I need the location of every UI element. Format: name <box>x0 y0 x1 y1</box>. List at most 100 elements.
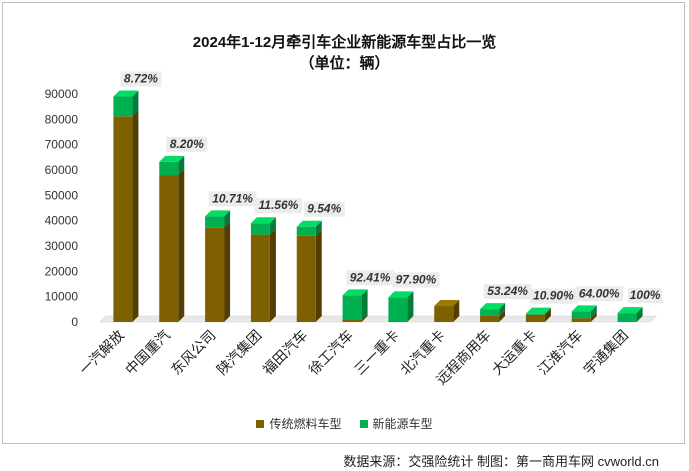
share-label: 8.72% <box>124 72 158 86</box>
share-label: 11.56% <box>259 198 299 212</box>
bar-traditional <box>525 314 545 322</box>
share-label-bg <box>627 288 663 304</box>
bar-side-new-energy <box>544 307 551 315</box>
bar-traditional <box>159 175 179 322</box>
legend-label-traditional: 传统燃料车型 <box>269 417 342 431</box>
bar-traditional <box>434 306 454 322</box>
bar-side-traditional <box>178 169 185 322</box>
bar-side-traditional <box>224 221 231 322</box>
bar-side-new-energy <box>636 307 643 322</box>
bar-traditional <box>388 321 408 322</box>
legend-swatch-traditional <box>256 419 265 428</box>
share-label: 8.20% <box>170 137 204 151</box>
bar-side-traditional <box>315 229 322 322</box>
bar-traditional <box>342 319 362 322</box>
legend-item-traditional: 传统燃料车型 <box>256 415 342 432</box>
share-label: 64.00% <box>579 286 620 300</box>
bar-traditional <box>113 116 133 322</box>
share-label-bg <box>254 198 303 214</box>
y-tick-label: 90000 <box>45 87 79 101</box>
category-label: 江淮汽车 <box>534 327 586 379</box>
bar-top <box>617 307 643 314</box>
y-tick-label: 60000 <box>45 163 79 177</box>
y-tick-label: 30000 <box>45 239 79 253</box>
y-tick-label: 10000 <box>45 290 79 304</box>
y-tick-label: 70000 <box>45 138 79 152</box>
bar-top <box>571 305 597 312</box>
share-label: 100% <box>630 288 661 302</box>
bar-side-new-energy <box>590 305 597 319</box>
bar-traditional <box>205 227 225 322</box>
share-label-bg <box>120 71 162 87</box>
share-label: 53.24% <box>487 284 528 298</box>
bar-top <box>434 300 460 307</box>
chart-title: 2024年1-12月牵引车企业新能源车型占比一览 <box>192 34 497 51</box>
y-tick-label: 20000 <box>45 264 79 278</box>
category-label: 陕汽集团 <box>214 327 266 379</box>
bar-side-new-energy <box>178 155 185 176</box>
bar-side-new-energy <box>315 220 322 236</box>
bar-side-new-energy <box>361 289 368 320</box>
share-label-bg <box>208 191 257 207</box>
share-label-bg <box>529 288 578 304</box>
bar-traditional <box>571 318 591 322</box>
bar-side-new-energy <box>224 210 231 228</box>
share-label-bg <box>575 286 624 302</box>
bar-side-new-energy <box>132 90 139 117</box>
bar-side-new-energy <box>269 217 276 235</box>
y-tick-label: 0 <box>71 315 78 329</box>
y-tick-label: 40000 <box>45 214 79 228</box>
bars <box>113 90 643 322</box>
bar-side-new-energy <box>499 303 506 316</box>
bar-side-traditional <box>361 313 368 322</box>
bar-top <box>159 155 185 162</box>
bar-side-traditional <box>269 228 276 322</box>
share-label-bg <box>303 201 345 217</box>
share-label-bg <box>392 272 440 288</box>
share-label: 10.90% <box>533 289 574 303</box>
bar-side-traditional <box>544 308 551 322</box>
y-tick-label: 50000 <box>45 188 79 202</box>
category-label: 宇通集团 <box>580 327 632 379</box>
bar-traditional <box>480 315 500 322</box>
bar-new-energy <box>617 313 637 322</box>
bar-top <box>480 303 506 310</box>
legend-swatch-new-energy <box>359 419 368 428</box>
category-label: 大运重卡 <box>489 328 540 379</box>
legend: 传统燃料车型 新能源车型 <box>0 415 689 432</box>
bar-traditional <box>296 235 316 322</box>
category-label: 徐工汽车 <box>305 327 357 379</box>
category-label: 中国重汽 <box>123 328 174 379</box>
legend-item-new-energy: 新能源车型 <box>359 415 433 432</box>
bar-top <box>205 210 231 217</box>
bar-top <box>342 289 368 296</box>
share-label-bg <box>346 270 394 286</box>
share-label-bg <box>483 284 532 300</box>
category-label: 三一重卡 <box>352 328 403 379</box>
bar-new-energy <box>388 297 408 322</box>
bar-side-traditional <box>590 312 597 322</box>
y-tick-label: 80000 <box>45 112 79 126</box>
category-label: 一汽解放 <box>77 328 128 379</box>
bar-top <box>296 220 322 227</box>
bar-side-traditional <box>499 309 506 322</box>
bar-side-traditional <box>132 110 139 322</box>
bar-top <box>388 291 414 298</box>
bar-side-traditional <box>453 300 460 322</box>
bar-new-energy <box>525 313 545 315</box>
bar-new-energy <box>159 161 179 176</box>
bar-new-energy <box>342 295 362 320</box>
y-axis: 0 10000 20000 30000 40000 50000 60000 70000 8000… <box>45 87 657 329</box>
bar-top <box>250 217 276 224</box>
source-note: 数据来源：交强险统计 制图：第一商用车网 cvworld.cn <box>343 454 659 469</box>
share-label: 97.90% <box>396 272 437 286</box>
bar-new-energy <box>250 223 270 235</box>
bar-side-new-energy <box>407 291 414 322</box>
bar-new-energy <box>296 226 316 236</box>
bar-new-energy <box>480 309 500 316</box>
bar-traditional <box>250 234 270 322</box>
legend-label-new-energy: 新能源车型 <box>372 417 433 431</box>
share-label-bg <box>166 136 208 152</box>
share-label: 10.71% <box>212 191 253 205</box>
